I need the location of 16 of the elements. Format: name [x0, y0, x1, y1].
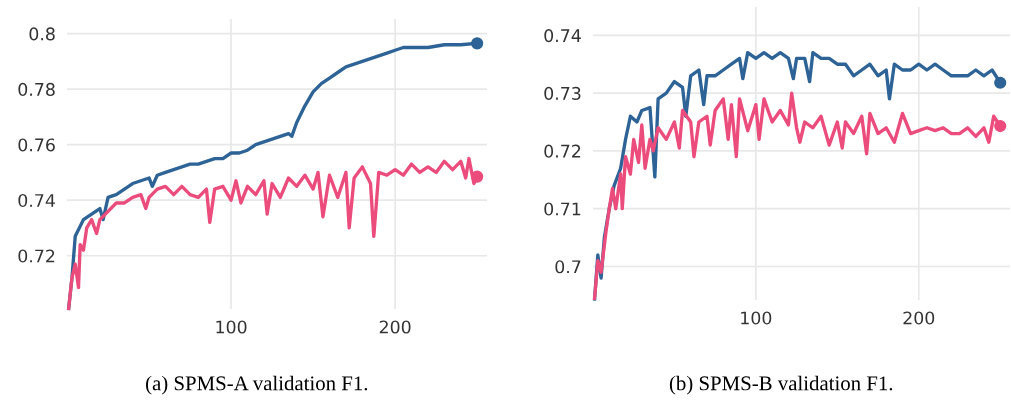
y-tick-label: 0.73 — [544, 86, 581, 100]
y-tick-label: 0.7 — [555, 260, 581, 274]
x-tick-label: 100 — [741, 311, 772, 325]
x-tick-label: 100 — [216, 320, 247, 334]
y-tick-label: 0.78 — [18, 82, 55, 96]
y-tick-label: 0.8 — [29, 27, 55, 41]
text: (a) SPMS-A validation F1. — [146, 375, 368, 395]
y-tick-label: 0.71 — [544, 202, 581, 216]
x-tick-label: 200 — [903, 311, 935, 325]
text: (b) SPMS-B validation F1. — [669, 375, 893, 395]
y-tick-label: 0.74 — [18, 193, 55, 208]
x-tick-label: 200 — [379, 320, 411, 334]
y-tick-label: 0.76 — [18, 138, 55, 152]
y-tick-label: 0.74 — [544, 29, 581, 43]
y-tick-label: 0.72 — [544, 144, 581, 158]
y-tick-label: 0.72 — [18, 249, 55, 263]
